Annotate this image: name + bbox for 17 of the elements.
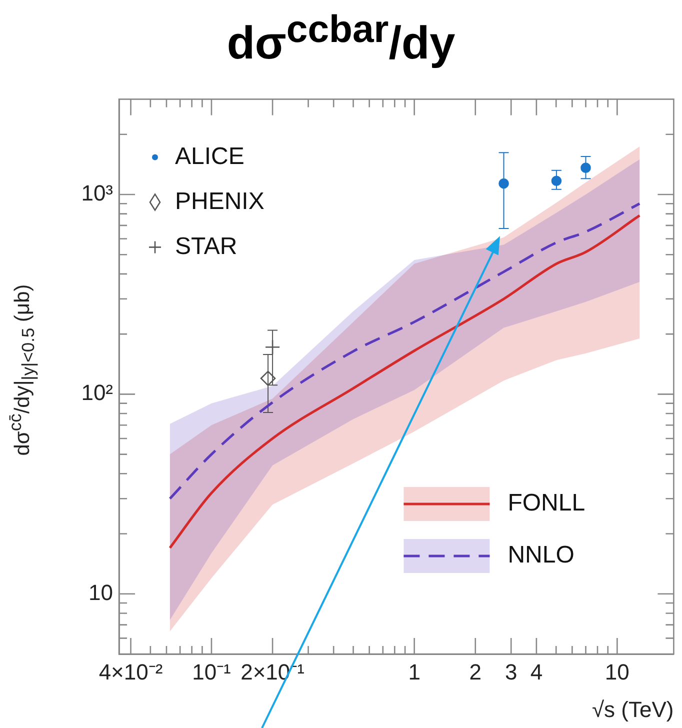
- x-tick-label: 4×10⁻²: [98, 659, 163, 684]
- x-axis-title: √s (TeV): [592, 696, 674, 722]
- x-tick-label: 10: [604, 659, 630, 684]
- x-tick-label: 10⁻¹: [192, 659, 231, 684]
- legend-label: FONLL: [508, 490, 586, 517]
- x-tick-label: 4: [530, 659, 543, 684]
- x-tick-label: 1: [408, 659, 420, 684]
- legend-label: ALICE: [175, 142, 244, 170]
- x-tick-label: 3: [504, 659, 518, 684]
- y-tick-label: 10: [88, 580, 113, 605]
- legend-label: NNLO: [508, 542, 574, 569]
- y-tick-label: 10³: [81, 180, 113, 206]
- legend-label: PHENIX: [175, 188, 264, 215]
- legend-label: STAR: [175, 232, 238, 260]
- chart-title: dσ$^{ccbar}$/dy: [226, 8, 456, 70]
- y-tick-label: 10²: [81, 380, 113, 406]
- x-tick-label: 2: [469, 659, 482, 684]
